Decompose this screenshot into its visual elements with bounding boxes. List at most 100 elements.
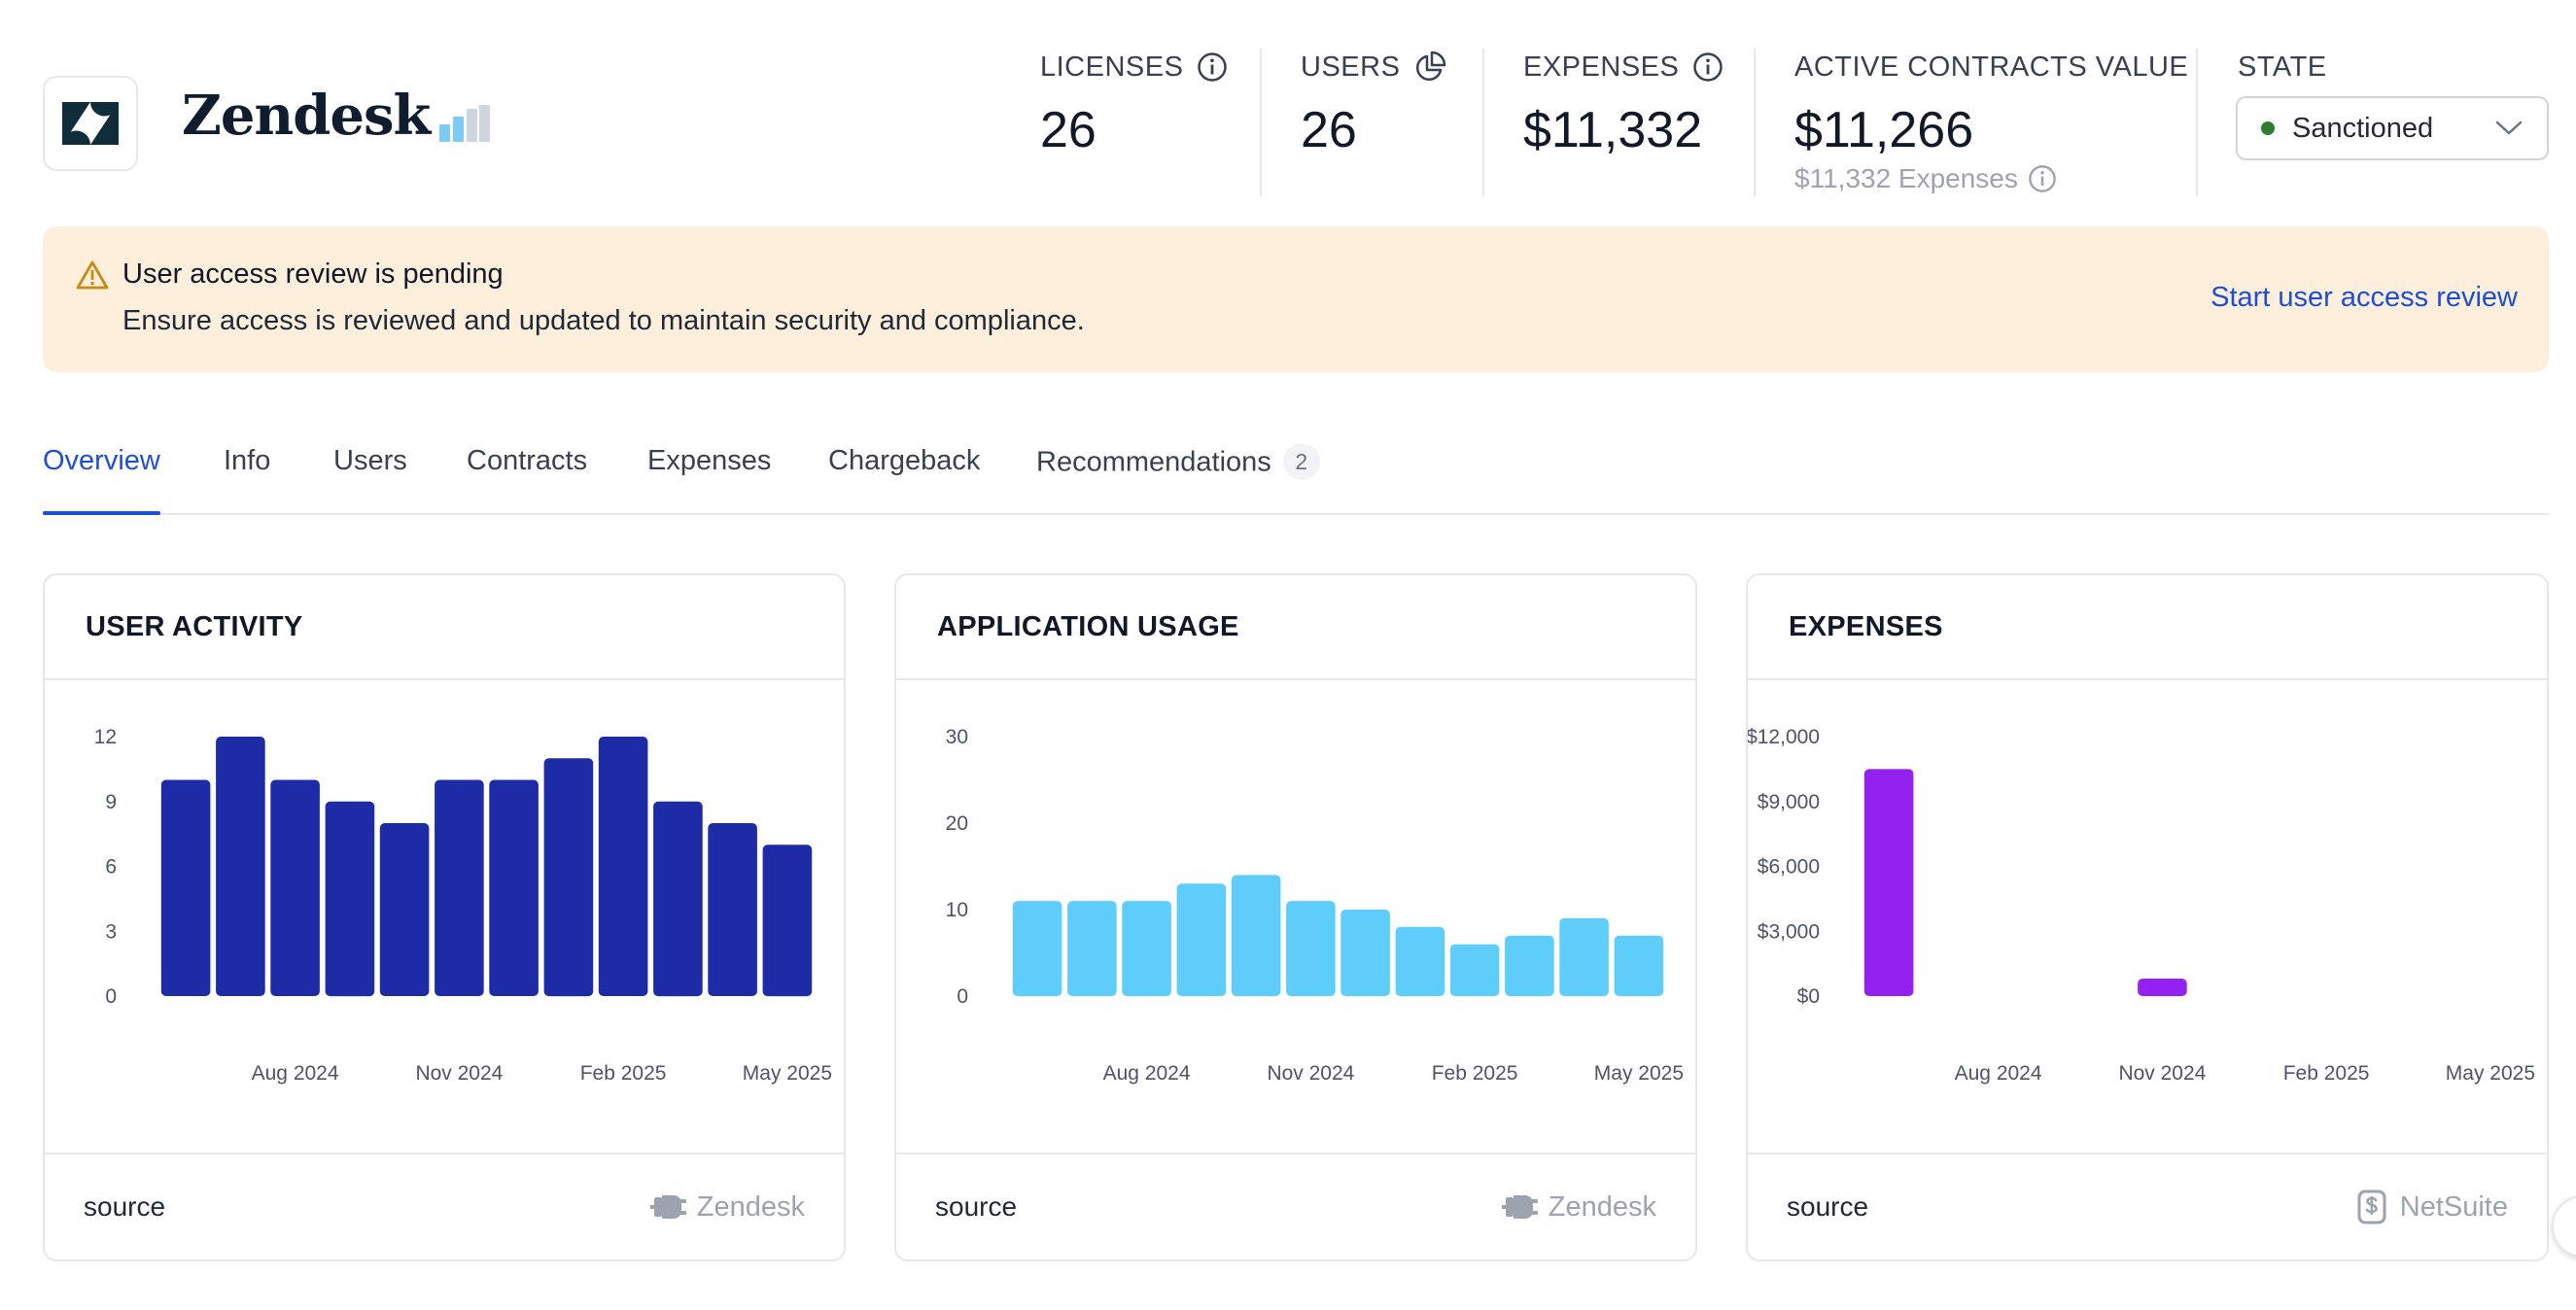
tab-recommendations[interactable]: Recommendations 2 [1036, 443, 1320, 513]
tab-label: Contracts [467, 445, 588, 476]
users-label: USERS [1301, 51, 1401, 83]
expenses-value: $11,332 [1523, 102, 1703, 158]
plug-icon [1501, 1195, 1538, 1219]
y-tick-label: 0 [105, 985, 117, 1008]
y-tick-label: 0 [957, 985, 968, 1008]
bar[interactable] [2138, 979, 2187, 996]
y-tick-label: 10 [946, 899, 968, 921]
signal-bars-icon [439, 105, 490, 142]
bar[interactable] [1067, 901, 1117, 996]
bar[interactable] [1122, 901, 1171, 996]
user-activity-card: USER ACTIVITY 0 3 6 9 12 Aug 2024 Nov 2024 Feb … [43, 573, 846, 1261]
tab-label: Overview [43, 445, 160, 476]
bar[interactable] [216, 737, 265, 996]
x-tick-label: Aug 2024 [252, 1062, 339, 1085]
card-title: APPLICATION USAGE [896, 575, 1695, 680]
licenses-label: LICENSES [1040, 51, 1184, 83]
application-usage-chart: 0 10 20 30 Aug 2024 Nov 2024 Feb 2025 May 2025 [946, 726, 1684, 1085]
bar[interactable] [653, 801, 703, 997]
tab-label: Chargeback [828, 445, 981, 476]
bar[interactable] [1395, 926, 1445, 996]
info-icon[interactable] [1197, 52, 1228, 83]
active-contracts-stat: ACTIVE CONTRACTS VALUE $11,266 $11,332 E… [1794, 47, 2188, 194]
plug-icon [649, 1195, 686, 1219]
tab-label: Expenses [647, 445, 772, 476]
count-badge: 2 [1282, 443, 1320, 480]
state-stat: STATE [2238, 47, 2327, 194]
app-header: Zendesk LICENSES 26 USERS 26 EXPENSES $1… [0, 0, 2576, 204]
pie-chart-icon[interactable] [1413, 51, 1446, 84]
card-title: USER ACTIVITY [45, 575, 844, 680]
help-button[interactable] [2552, 1195, 2576, 1258]
bar[interactable] [708, 823, 757, 996]
tab-users[interactable]: Users [333, 445, 407, 513]
y-tick-label: 12 [94, 726, 117, 748]
access-review-alert: User access review is pending Ensure acc… [43, 226, 2549, 372]
tab-info[interactable]: Info [224, 445, 270, 513]
tab-overview[interactable]: Overview [43, 445, 160, 515]
divider [2196, 49, 2198, 196]
users-stat: USERS 26 [1301, 47, 1446, 194]
bar[interactable] [543, 758, 594, 997]
source-label: source [935, 1191, 1018, 1222]
application-usage-card: APPLICATION USAGE 0 10 20 30 Aug 2024 Nov 202… [894, 573, 1697, 1261]
y-tick-label: $12,000 [1748, 726, 1820, 748]
bar[interactable] [1614, 935, 1664, 996]
bar[interactable] [1012, 901, 1062, 996]
state-label: STATE [2238, 51, 2327, 83]
state-dropdown[interactable]: Sanctioned [2236, 96, 2549, 160]
y-tick-label: 6 [105, 856, 117, 879]
info-icon[interactable] [1692, 52, 1723, 83]
alert-message: Ensure access is reviewed and updated to… [122, 305, 1085, 336]
tab-expenses[interactable]: Expenses [647, 445, 771, 513]
bar[interactable] [489, 779, 539, 997]
active-contracts-value: $11,266 [1794, 102, 1974, 158]
source-label: source [1787, 1191, 1869, 1222]
bar[interactable] [1286, 901, 1336, 996]
expenses-label: EXPENSES [1523, 51, 1680, 83]
x-tick-label: Aug 2024 [1103, 1062, 1191, 1085]
bar[interactable] [1449, 944, 1500, 996]
bar[interactable] [598, 737, 648, 996]
y-tick-label: 20 [946, 812, 968, 835]
app-title: Zendesk [182, 84, 431, 148]
bar[interactable] [1340, 910, 1390, 996]
y-tick-label: 30 [946, 726, 968, 748]
x-tick-label: May 2025 [1594, 1062, 1684, 1085]
bar[interactable] [1505, 935, 1554, 996]
bar[interactable] [762, 845, 813, 997]
x-tick-label: Aug 2024 [1955, 1062, 2042, 1085]
bar[interactable] [379, 823, 430, 996]
y-tick-label: $6,000 [1758, 856, 1820, 879]
tab-bar: Overview Info Users Contracts Expenses C… [43, 418, 2549, 515]
bar[interactable] [1231, 875, 1281, 996]
bar[interactable] [435, 779, 484, 997]
warning-icon [76, 260, 109, 290]
bar[interactable] [1176, 883, 1227, 996]
user-activity-chart: 0 3 6 9 12 Aug 2024 Nov 2024 Feb 2025 May 2025 [94, 726, 832, 1085]
alert-title: User access review is pending [122, 259, 504, 290]
divider [1260, 49, 1262, 196]
tab-contracts[interactable]: Contracts [467, 445, 587, 513]
card-footer: source NetSuite [1748, 1153, 2547, 1259]
tab-chargeback[interactable]: Chargeback [828, 445, 980, 513]
card-footer: source Zendesk [45, 1153, 844, 1259]
start-review-link[interactable]: Start user access review [2210, 282, 2518, 313]
card-footer: source Zendesk [896, 1153, 1695, 1259]
y-tick-label: $3,000 [1758, 920, 1820, 943]
bar[interactable] [270, 779, 320, 997]
bar[interactable] [1559, 917, 1609, 996]
state-value: Sanctioned [2292, 112, 2434, 144]
bar[interactable] [325, 801, 375, 997]
zendesk-logo-icon [43, 76, 138, 171]
x-tick-label: Nov 2024 [2118, 1062, 2206, 1085]
tab-label: Info [224, 445, 271, 476]
source-name: NetSuite [2399, 1190, 2508, 1223]
info-icon[interactable] [2028, 164, 2057, 193]
source-name: Zendesk [1548, 1190, 1656, 1223]
x-tick-label: May 2025 [743, 1062, 832, 1085]
bar[interactable] [160, 779, 211, 997]
bar[interactable] [1863, 769, 1914, 996]
y-tick-label: 9 [105, 791, 117, 813]
expenses-stat: EXPENSES $11,332 [1523, 47, 1723, 194]
